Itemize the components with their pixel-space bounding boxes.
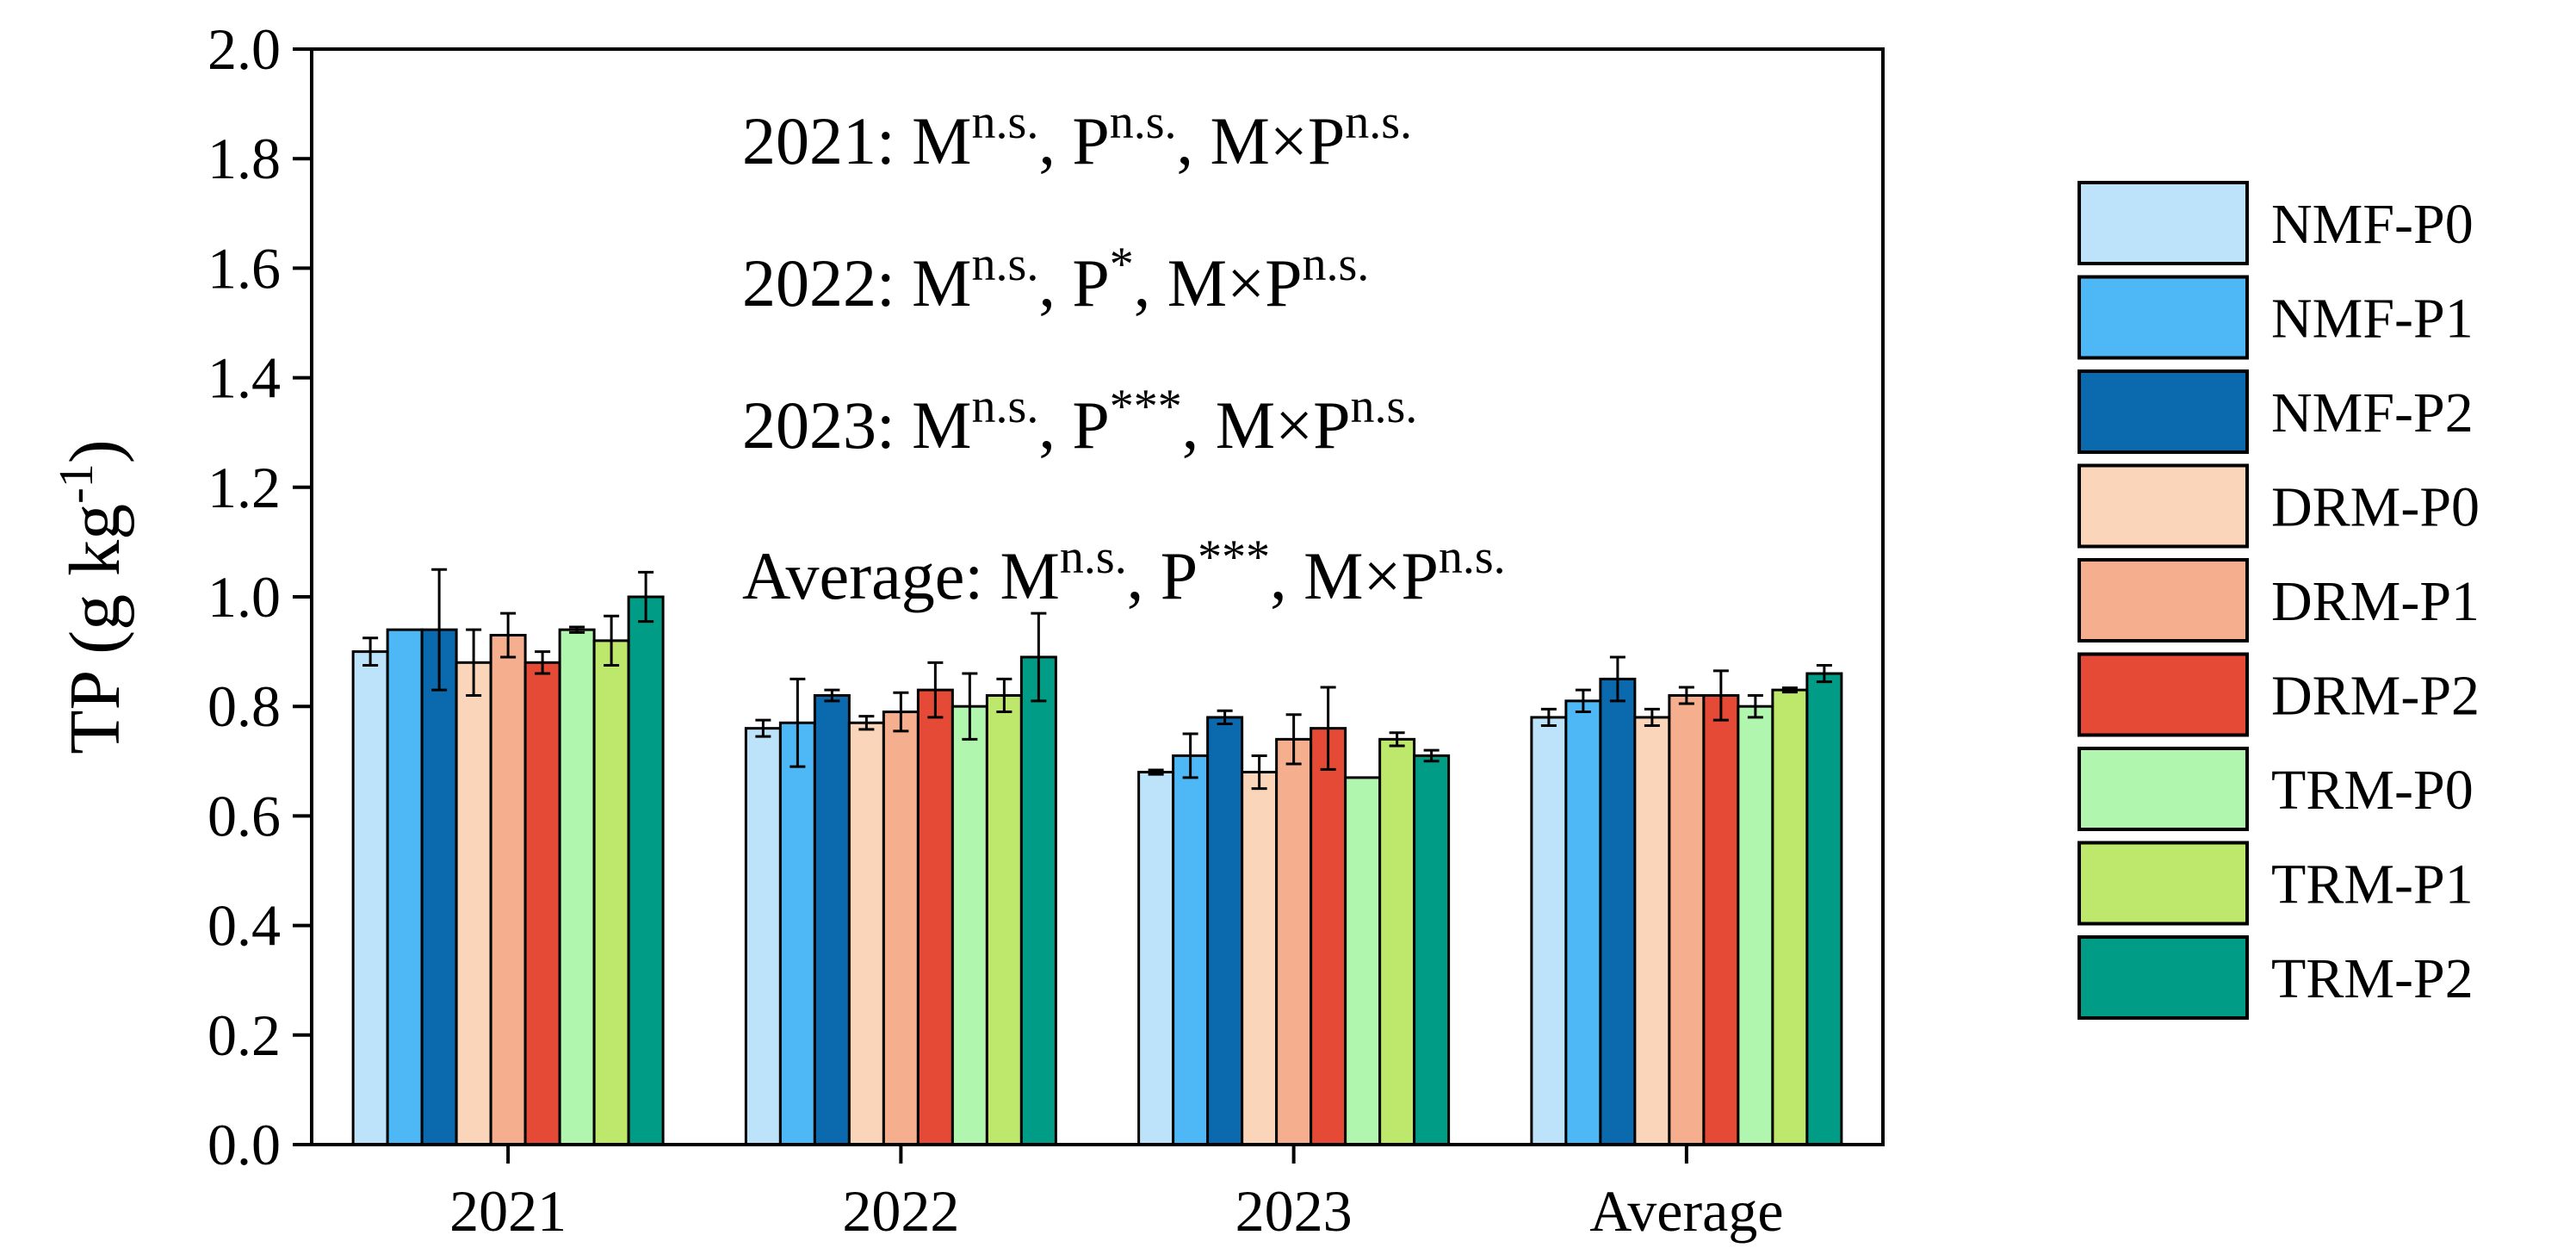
legend: NMF-P0 NMF-P1 NMF-P2 DRM-P0 DRM-P1 DRM-P2 TRM-…	[2078, 181, 2480, 1020]
legend-swatch	[2078, 558, 2249, 642]
y-tick-label: 0.6	[207, 783, 281, 848]
legend-swatch	[2078, 369, 2249, 454]
bar	[1344, 776, 1382, 1146]
legend-swatch	[2078, 652, 2249, 737]
legend-swatch	[2078, 463, 2249, 549]
x-tick-label: 2021	[449, 1178, 567, 1244]
bar	[813, 693, 851, 1146]
legend-label: TRM-P0	[2271, 759, 2474, 822]
x-tick-label: Average	[1589, 1178, 1783, 1244]
bar	[1668, 693, 1706, 1146]
bars	[351, 568, 1843, 1146]
y-tick-label: 1.0	[207, 564, 281, 630]
bar	[951, 704, 988, 1146]
x-tick-label: 2022	[842, 1178, 959, 1244]
legend-swatch	[2078, 935, 2249, 1020]
y-tick-label: 1.2	[207, 455, 281, 520]
bar	[455, 661, 492, 1146]
bar	[1019, 655, 1057, 1146]
y-tick-label: 0.8	[207, 673, 281, 739]
bar	[627, 595, 665, 1146]
bar	[1564, 699, 1602, 1146]
legend-label: NMF-P0	[2271, 193, 2474, 256]
legend-swatch	[2078, 181, 2249, 265]
y-ticks: 0.0 0.2 0.4 0.6 0.8 1.0 1.2 1.4 1.6 1.8 2.0	[207, 16, 312, 1177]
bar	[778, 721, 816, 1146]
bar	[1771, 688, 1809, 1146]
annotation-line: Average: Mn.s.​, P***​, M×Pn.s.​	[742, 531, 1506, 613]
bar	[1275, 737, 1313, 1146]
legend-label: DRM-P2	[2271, 665, 2480, 728]
bar	[489, 634, 527, 1146]
bar	[386, 628, 424, 1146]
bar	[1310, 727, 1347, 1146]
bar	[916, 688, 954, 1146]
bar	[523, 661, 561, 1146]
annotation-line: 2022: Mn.s.​, P*​, M×Pn.s.​	[742, 238, 1369, 320]
x-axis: 2021 2022 2023 Average	[449, 1145, 1784, 1244]
y-tick-label: 0.2	[207, 1002, 281, 1068]
y-tick-label: 2.0	[207, 16, 281, 82]
bar	[1413, 754, 1451, 1146]
bar	[1599, 677, 1637, 1146]
significance-annotations: 2021: Mn.s.​, Pn.s.​, M×Pn.s.​ 2022: Mn.s…	[742, 96, 1506, 613]
bar	[1137, 771, 1175, 1146]
bar	[1737, 704, 1774, 1146]
bar	[744, 727, 782, 1146]
bar	[1378, 737, 1416, 1146]
bar	[882, 711, 920, 1146]
annotation-line: 2023: Mn.s.​, P***​, M×Pn.s.​	[742, 380, 1417, 462]
x-tick-label: 2023	[1235, 1178, 1353, 1244]
y-tick-label: 0.4	[207, 893, 281, 959]
bar	[1633, 716, 1671, 1146]
bar	[1530, 716, 1568, 1146]
bar	[1172, 754, 1210, 1146]
y-tick-label: 1.6	[207, 235, 281, 301]
plot-area-frame	[310, 47, 1885, 1146]
bar	[1805, 672, 1843, 1146]
bar	[847, 721, 885, 1146]
bar	[1206, 716, 1244, 1146]
legend-swatch	[2078, 275, 2249, 360]
bar	[985, 693, 1023, 1146]
y-tick-label: 0.0	[207, 1112, 281, 1177]
legend-label: TRM-P2	[2271, 947, 2474, 1010]
legend-label: TRM-P1	[2271, 853, 2474, 916]
legend-label: DRM-P0	[2271, 476, 2480, 539]
annotation-line: 2021: Mn.s.​, Pn.s.​, M×Pn.s.​	[742, 96, 1412, 178]
bar	[558, 628, 596, 1146]
legend-swatch	[2078, 841, 2249, 926]
legend-label: NMF-P1	[2271, 288, 2474, 351]
bar	[592, 639, 630, 1146]
bar	[1702, 693, 1740, 1146]
bar	[420, 628, 458, 1146]
y-tick-label: 1.8	[207, 126, 281, 191]
bar	[1241, 771, 1279, 1146]
legend-label: DRM-P1	[2271, 570, 2480, 633]
legend-label: NMF-P2	[2271, 382, 2474, 444]
legend-swatch	[2078, 747, 2249, 831]
bar	[351, 650, 389, 1146]
y-tick-label: 1.4	[207, 345, 281, 411]
y-axis-label: TP (g kg-1)	[50, 439, 135, 754]
